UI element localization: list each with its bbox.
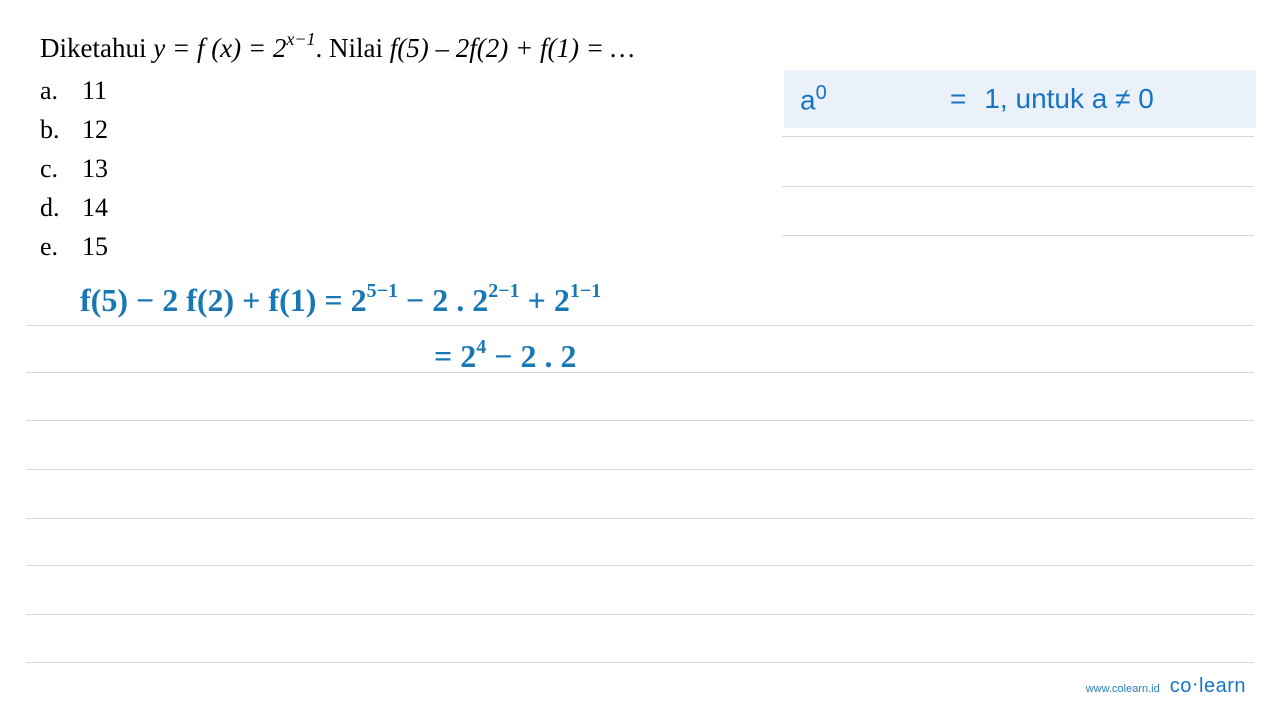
option-letter: d.	[40, 188, 82, 227]
q-expr: y = f (x) = 2	[153, 33, 286, 63]
footer-logo: co·learn	[1170, 675, 1246, 698]
option-value: 12	[82, 110, 108, 149]
hint-exp: 0	[816, 82, 827, 104]
option-letter: a.	[40, 71, 82, 110]
footer: www.colearn.id co·learn	[1086, 675, 1246, 698]
hw-line2: = 24 − 2 . 2	[434, 338, 576, 375]
option-e: e. 15	[40, 227, 1260, 266]
hint-result: 1, untuk a ≠ 0	[984, 83, 1153, 115]
hw-line1: f(5) − 2 f(2) + f(1) = 25−1 − 2 . 22−1 +…	[80, 282, 601, 319]
option-value: 11	[82, 71, 107, 110]
option-value: 15	[82, 227, 108, 266]
hint-lhs: a0	[800, 82, 950, 116]
option-d: d. 14	[40, 188, 1260, 227]
option-value: 14	[82, 188, 108, 227]
option-letter: e.	[40, 227, 82, 266]
option-letter: c.	[40, 149, 82, 188]
hint-formula: a0 = 1, untuk a ≠ 0	[784, 70, 1256, 128]
footer-url: www.colearn.id	[1086, 683, 1160, 695]
option-letter: b.	[40, 110, 82, 149]
option-c: c. 13	[40, 149, 1260, 188]
question-text: Diketahui y = f (x) = 2x−1. Nilai f(5) –…	[40, 28, 1260, 69]
question-block: Diketahui y = f (x) = 2x−1. Nilai f(5) –…	[40, 28, 1260, 266]
q-middle: . Nilai	[316, 33, 390, 63]
q-prefix: Diketahui	[40, 33, 153, 63]
hint-eq: =	[950, 83, 966, 115]
handwritten-work: f(5) − 2 f(2) + f(1) = 25−1 − 2 . 22−1 +…	[80, 276, 1240, 396]
hint-base: a	[800, 84, 816, 115]
option-value: 13	[82, 149, 108, 188]
q-eval: f(5) – 2f(2) + f(1) = …	[390, 33, 635, 63]
hint-box: a0 = 1, untuk a ≠ 0	[784, 70, 1256, 128]
q-exponent: x−1	[286, 29, 315, 49]
